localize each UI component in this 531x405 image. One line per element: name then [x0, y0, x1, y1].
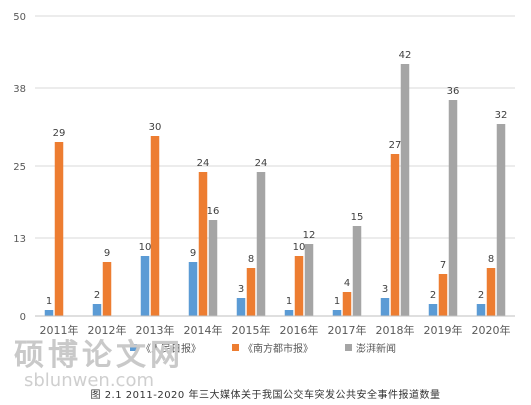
data-label: 4	[344, 278, 350, 289]
data-label: 8	[488, 254, 494, 265]
data-label: 24	[197, 158, 210, 169]
legend-swatch	[345, 344, 352, 351]
data-label: 1	[286, 296, 292, 307]
x-tick-label: 2017年	[328, 323, 367, 337]
legend: 《人民日报》 《南方都市报》 澎湃新闻	[130, 342, 396, 355]
watermark-en: sblunwen.com	[24, 370, 154, 391]
x-tick-label: 2012年	[88, 323, 127, 337]
data-label: 2	[94, 290, 100, 301]
bar	[304, 244, 314, 316]
y-tick-label: 25	[13, 162, 26, 173]
x-tick-label: 2014年	[184, 323, 223, 337]
data-label: 30	[149, 122, 162, 133]
data-label: 3	[382, 284, 388, 295]
bar	[140, 256, 150, 316]
figure-caption: 图 2.1 2011-2020 年三大媒体关于我国公交车突发公共安全事件报道数量	[90, 390, 441, 401]
data-label: 12	[303, 230, 316, 241]
data-label: 7	[440, 260, 446, 271]
legend-swatch	[232, 344, 239, 351]
data-label: 10	[293, 242, 306, 253]
data-label: 9	[190, 248, 196, 259]
bar	[486, 268, 496, 316]
bar	[256, 172, 266, 316]
legend-label: 《人民日报》	[141, 342, 201, 355]
data-label: 15	[351, 212, 364, 223]
bar	[236, 298, 246, 316]
data-label: 2	[478, 290, 484, 301]
bar	[102, 262, 112, 316]
data-label: 42	[399, 50, 412, 61]
bar	[428, 304, 438, 316]
bar	[198, 172, 208, 316]
data-label: 9	[104, 248, 110, 259]
data-label: 24	[255, 158, 268, 169]
x-tick-label: 2015年	[232, 323, 271, 337]
bar	[352, 226, 362, 316]
data-label: 29	[53, 128, 66, 139]
data-label: 16	[207, 206, 220, 217]
data-label: 2	[430, 290, 436, 301]
bar	[284, 310, 294, 316]
bar	[390, 154, 400, 316]
y-tick-label: 50	[13, 12, 26, 23]
bar	[44, 310, 54, 316]
bar	[476, 304, 486, 316]
watermark: 硕博论文网 sblunwen.com	[14, 330, 214, 400]
data-label: 1	[46, 296, 52, 307]
bar	[150, 136, 160, 316]
bars	[44, 64, 506, 316]
bar	[332, 310, 342, 316]
y-tick-label: 0	[20, 312, 26, 323]
bar	[448, 100, 458, 316]
bar	[54, 142, 64, 316]
data-label: 27	[389, 140, 402, 151]
data-label: 3	[238, 284, 244, 295]
x-tick-label: 2018年	[376, 323, 415, 337]
watermark-cn: 硕博论文网	[14, 338, 184, 373]
bar	[92, 304, 102, 316]
legend-swatch	[130, 344, 137, 351]
x-tick-label: 2011年	[40, 323, 79, 337]
x-tick-label: 2019年	[424, 323, 463, 337]
legend-label: 澎湃新闻	[356, 342, 396, 355]
data-label: 36	[447, 86, 460, 97]
data-label: 32	[495, 110, 508, 121]
legend-label: 《南方都市报》	[243, 342, 313, 355]
bar	[188, 262, 198, 316]
data-label: 8	[248, 254, 254, 265]
bar	[380, 298, 390, 316]
x-tick-label: 2016年	[280, 323, 319, 337]
bar	[246, 268, 256, 316]
x-tick-label: 2020年	[472, 323, 511, 337]
bar	[294, 256, 304, 316]
x-tick-label: 2013年	[136, 323, 175, 337]
bar	[400, 64, 410, 316]
y-tick-label: 38	[13, 84, 26, 95]
bar	[438, 274, 448, 316]
data-label: 1	[334, 296, 340, 307]
y-tick-label: 13	[13, 234, 26, 245]
bar	[208, 220, 218, 316]
bar	[342, 292, 352, 316]
bar	[496, 124, 506, 316]
data-label: 10	[139, 242, 152, 253]
